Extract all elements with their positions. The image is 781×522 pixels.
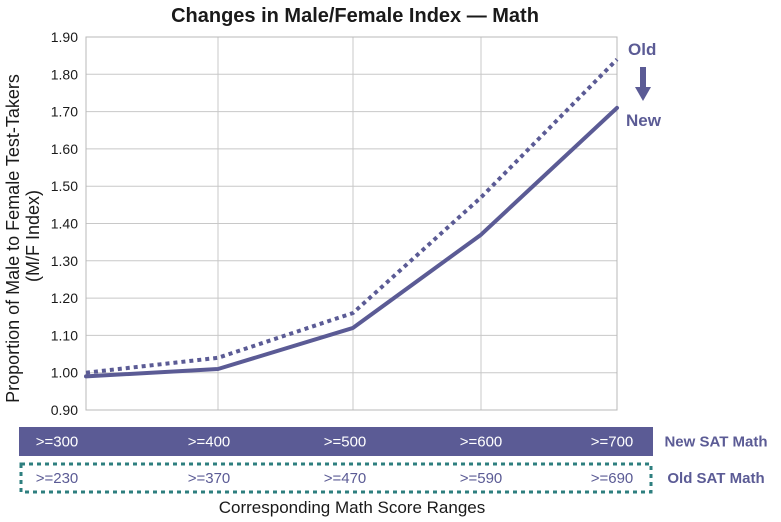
y-tick-label: 1.50	[51, 178, 78, 194]
y-tick-label: 0.90	[51, 402, 78, 418]
series-line-new	[84, 105, 619, 379]
y-tick-label: 1.30	[51, 253, 78, 269]
new-sat-category-label: >=300	[36, 434, 79, 451]
y-axis-label-line-2: (M/F Index)	[23, 190, 43, 282]
y-tick-label: 1.80	[51, 66, 78, 82]
y-tick-labels: 0.90 1.00 1.10 1.20 1.30 1.40 1.50 1.60 1.70 1.80…	[51, 29, 78, 418]
grid	[85, 36, 618, 411]
y-tick-label: 1.10	[51, 327, 78, 343]
y-axis-label-line-1: Proportion of Male to Female Test-Takers	[3, 74, 23, 403]
new-sat-band: New SAT Math	[19, 427, 768, 456]
y-tick-label: 1.60	[51, 141, 78, 157]
old-sat-category-label: >=690	[591, 470, 634, 487]
annotations: Old New	[626, 40, 662, 130]
y-tick-label: 1.20	[51, 290, 78, 306]
chart-title: Changes in Male/Female Index — Math	[171, 5, 539, 27]
new-sat-category-label: >=600	[460, 434, 503, 451]
old-sat-category-label: >=370	[188, 470, 231, 487]
y-axis-label: Proportion of Male to Female Test-Takers…	[3, 69, 43, 403]
old-sat-band-title: Old SAT Math	[667, 470, 764, 487]
old-sat-category-label: >=470	[324, 470, 367, 487]
new-sat-category-label: >=400	[188, 434, 231, 451]
new-sat-category-labels: >=300 >=400 >=500 >=600 >=700	[36, 434, 634, 451]
y-tick-label: 1.70	[51, 104, 78, 120]
new-sat-band-rect	[19, 427, 653, 456]
series-lines	[84, 57, 619, 379]
annotation-old: Old	[628, 40, 656, 59]
old-sat-category-label: >=230	[36, 470, 79, 487]
plot-frame	[85, 36, 618, 411]
annotation-new: New	[626, 111, 662, 130]
old-sat-band-rect	[19, 462, 653, 494]
y-tick-label: 1.40	[51, 216, 78, 232]
new-sat-category-label: >=500	[324, 434, 367, 451]
y-tick-label: 1.00	[51, 365, 78, 381]
axes	[85, 36, 618, 411]
y-tick-label: 1.90	[51, 29, 78, 45]
series-line-old	[85, 57, 619, 375]
old-sat-category-label: >=590	[460, 470, 503, 487]
x-axis-label: Corresponding Math Score Ranges	[219, 498, 485, 517]
old-sat-band: Old SAT Math	[19, 462, 765, 494]
old-sat-category-labels: >=230 >=370 >=470 >=590 >=690	[36, 470, 634, 487]
down-arrow-icon	[635, 67, 651, 101]
new-sat-band-title: New SAT Math	[664, 434, 767, 451]
new-sat-category-label: >=700	[591, 434, 634, 451]
